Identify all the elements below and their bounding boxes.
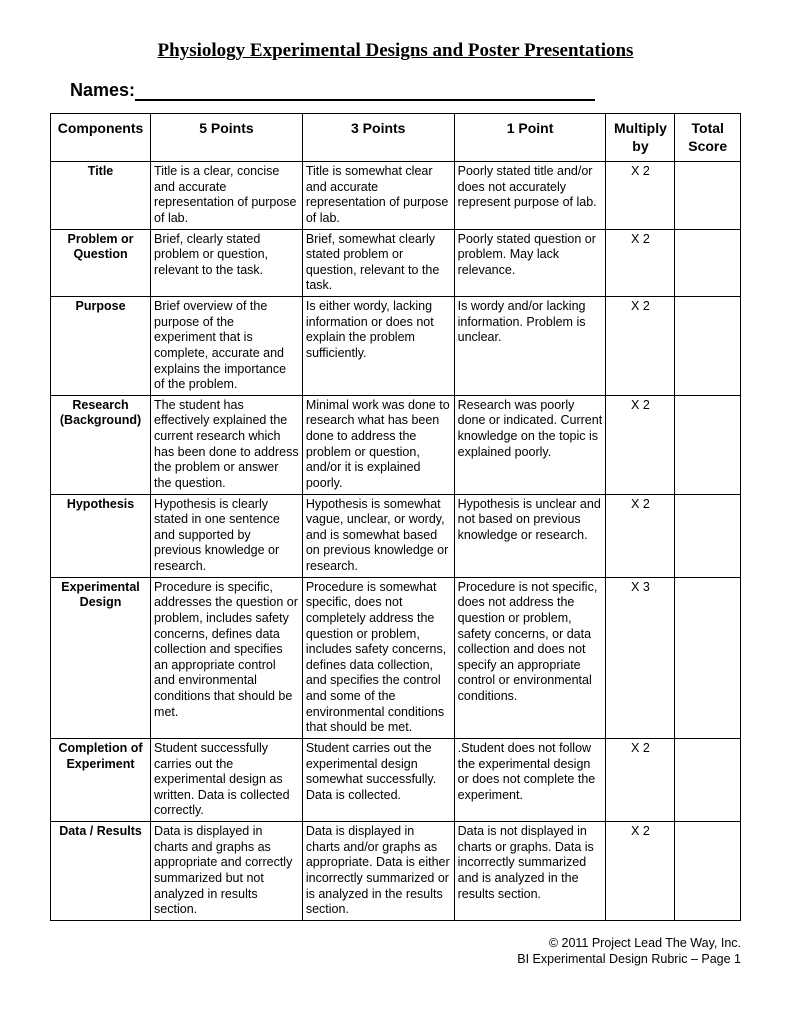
component-cell: Completion of Experiment (51, 738, 151, 821)
criteria-cell: .Student does not follow the experimenta… (454, 738, 606, 821)
criteria-cell: Data is displayed in charts and/or graph… (302, 822, 454, 921)
multiply-cell: X 2 (606, 162, 675, 230)
multiply-cell: X 2 (606, 494, 675, 577)
total-cell (675, 162, 741, 230)
criteria-cell: Title is somewhat clear and accurate rep… (302, 162, 454, 230)
names-label: Names: (70, 80, 135, 100)
criteria-cell: Hypothesis is clearly stated in one sent… (151, 494, 303, 577)
criteria-cell: Minimal work was done to research what h… (302, 395, 454, 494)
header-row: Components 5 Points 3 Points 1 Point Mul… (51, 114, 741, 162)
col-5points: 5 Points (151, 114, 303, 162)
total-cell (675, 297, 741, 396)
col-multiply: Multiply by (606, 114, 675, 162)
col-1point: 1 Point (454, 114, 606, 162)
criteria-cell: Procedure is somewhat specific, does not… (302, 577, 454, 738)
component-cell: Title (51, 162, 151, 230)
multiply-cell: X 2 (606, 395, 675, 494)
criteria-cell: Student carries out the experimental des… (302, 738, 454, 821)
criteria-cell: Hypothesis is somewhat vague, unclear, o… (302, 494, 454, 577)
total-cell (675, 395, 741, 494)
footer-copyright: © 2011 Project Lead The Way, Inc. (50, 935, 741, 951)
total-cell (675, 229, 741, 297)
table-row: Problem or QuestionBrief, clearly stated… (51, 229, 741, 297)
criteria-cell: Procedure is not specific, does not addr… (454, 577, 606, 738)
component-cell: Experimental Design (51, 577, 151, 738)
table-row: HypothesisHypothesis is clearly stated i… (51, 494, 741, 577)
criteria-cell: Hypothesis is unclear and not based on p… (454, 494, 606, 577)
names-row: Names: (70, 80, 741, 101)
page-title: Physiology Experimental Designs and Post… (50, 40, 741, 62)
col-components: Components (51, 114, 151, 162)
criteria-cell: Research was poorly done or indicated. C… (454, 395, 606, 494)
col-3points: 3 Points (302, 114, 454, 162)
criteria-cell: Brief overview of the purpose of the exp… (151, 297, 303, 396)
table-row: Completion of ExperimentStudent successf… (51, 738, 741, 821)
component-cell: Hypothesis (51, 494, 151, 577)
rubric-table: Components 5 Points 3 Points 1 Point Mul… (50, 113, 741, 921)
table-row: PurposeBrief overview of the purpose of … (51, 297, 741, 396)
footer: © 2011 Project Lead The Way, Inc. BI Exp… (50, 935, 741, 968)
multiply-cell: X 3 (606, 577, 675, 738)
multiply-cell: X 2 (606, 297, 675, 396)
component-cell: Problem or Question (51, 229, 151, 297)
criteria-cell: Title is a clear, concise and accurate r… (151, 162, 303, 230)
criteria-cell: Data is not displayed in charts or graph… (454, 822, 606, 921)
criteria-cell: Is either wordy, lacking information or … (302, 297, 454, 396)
criteria-cell: Brief, clearly stated problem or questio… (151, 229, 303, 297)
component-cell: Research (Background) (51, 395, 151, 494)
names-blank-line (135, 81, 595, 101)
criteria-cell: Procedure is specific, addresses the que… (151, 577, 303, 738)
multiply-cell: X 2 (606, 229, 675, 297)
component-cell: Data / Results (51, 822, 151, 921)
criteria-cell: Is wordy and/or lacking information. Pro… (454, 297, 606, 396)
total-cell (675, 577, 741, 738)
col-total: Total Score (675, 114, 741, 162)
total-cell (675, 822, 741, 921)
criteria-cell: Brief, somewhat clearly stated problem o… (302, 229, 454, 297)
table-row: TitleTitle is a clear, concise and accur… (51, 162, 741, 230)
criteria-cell: The student has effectively explained th… (151, 395, 303, 494)
footer-page: BI Experimental Design Rubric – Page 1 (50, 951, 741, 967)
total-cell (675, 494, 741, 577)
multiply-cell: X 2 (606, 738, 675, 821)
component-cell: Purpose (51, 297, 151, 396)
table-row: Data / ResultsData is displayed in chart… (51, 822, 741, 921)
criteria-cell: Poorly stated title and/or does not accu… (454, 162, 606, 230)
table-row: Research (Background)The student has eff… (51, 395, 741, 494)
criteria-cell: Data is displayed in charts and graphs a… (151, 822, 303, 921)
criteria-cell: Poorly stated question or problem. May l… (454, 229, 606, 297)
criteria-cell: Student successfully carries out the exp… (151, 738, 303, 821)
table-row: Experimental DesignProcedure is specific… (51, 577, 741, 738)
total-cell (675, 738, 741, 821)
multiply-cell: X 2 (606, 822, 675, 921)
